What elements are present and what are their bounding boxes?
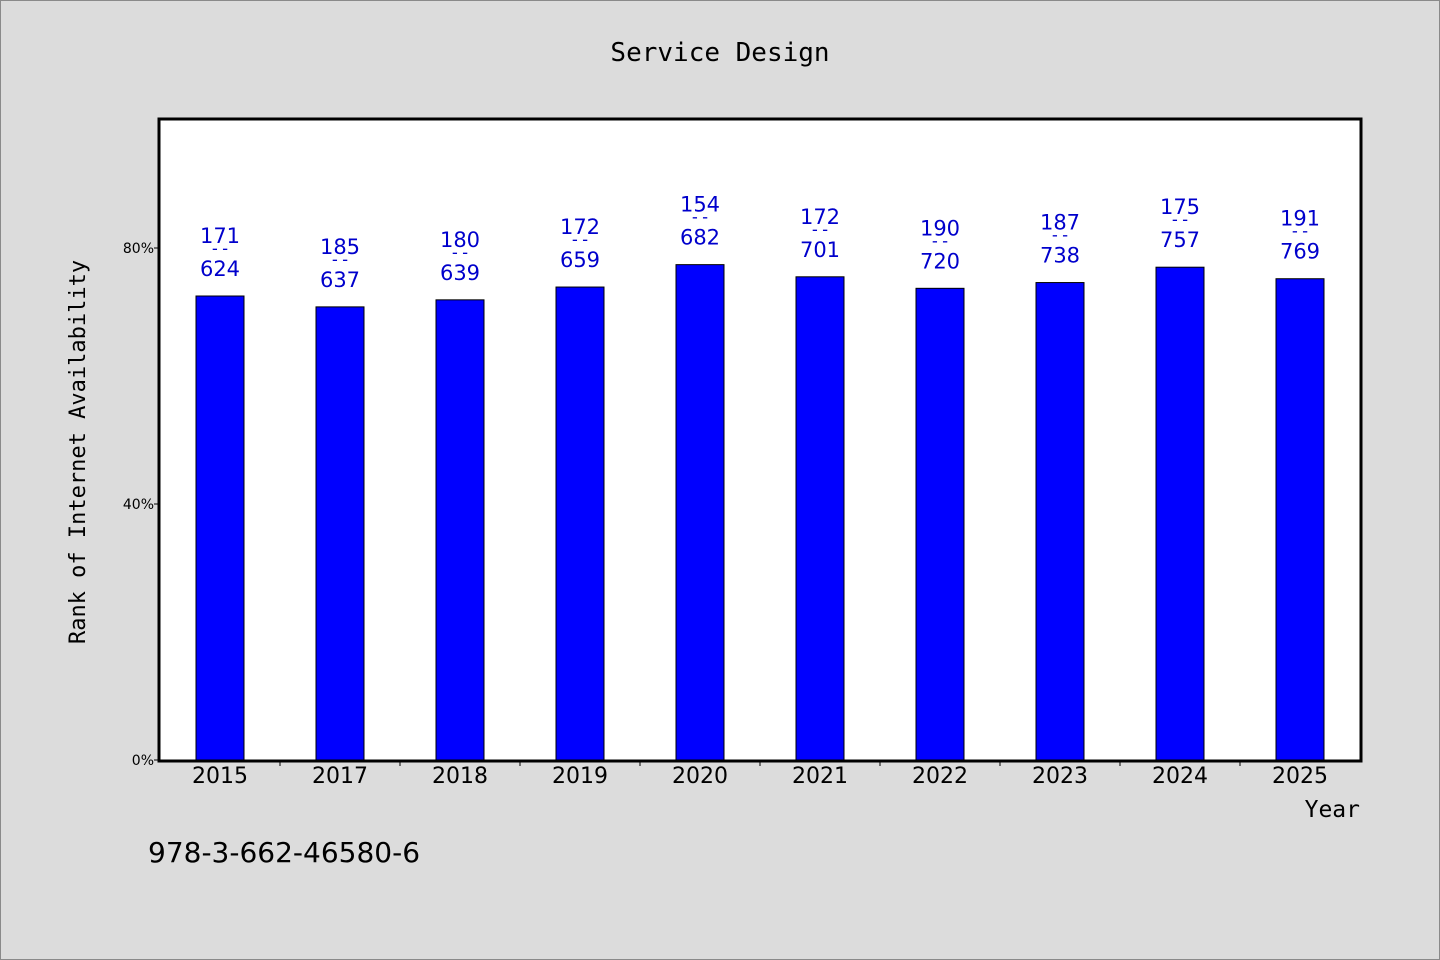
bar-label-separator: -- <box>330 250 350 270</box>
y-axis-ticks: 0% 40% 80% <box>123 241 160 769</box>
x-tick-label: 2023 <box>1032 764 1088 789</box>
bar-label-top: 171 <box>200 224 240 248</box>
bar-label-bottom: 639 <box>440 261 480 285</box>
bar <box>315 306 365 761</box>
bar <box>1275 278 1325 761</box>
bar-label-separator: -- <box>570 230 590 250</box>
x-tick-label: 2025 <box>1272 764 1328 789</box>
bar-label-separator: -- <box>810 220 830 240</box>
bar-label-top: 172 <box>800 205 840 229</box>
bar <box>915 287 965 761</box>
bar-label-separator: -- <box>1290 222 1310 242</box>
bar-label-separator: -- <box>930 231 950 251</box>
bar-label-bottom: 659 <box>560 248 600 272</box>
y-tick-label: 80% <box>123 241 154 257</box>
bar <box>795 276 845 761</box>
bar-label-bottom: 682 <box>680 226 720 250</box>
bar-label-top: 172 <box>560 215 600 239</box>
x-tick-label: 2020 <box>672 764 728 789</box>
chart-title: Service Design <box>610 38 829 68</box>
x-axis-ticks: 2015 2017 2018 2019 2020 2021 2022 2023 2024 2025 <box>192 760 1328 789</box>
bar-label-bottom: 757 <box>1160 228 1200 252</box>
bar-label-separator: -- <box>210 239 230 259</box>
bar <box>1155 266 1205 761</box>
bar-label-separator: -- <box>450 243 470 263</box>
bar-label-bottom: 738 <box>1040 244 1080 268</box>
x-tick-label: 2024 <box>1152 764 1208 789</box>
bar-label-top: 187 <box>1040 211 1080 235</box>
y-tick-label: 0% <box>132 753 154 769</box>
bar <box>555 286 605 761</box>
bar-label-bottom: 637 <box>320 268 360 292</box>
y-axis-label: Rank of Internet Availability <box>66 260 91 644</box>
bar-label-top: 175 <box>1160 195 1200 219</box>
bar <box>195 295 245 761</box>
bar-label-bottom: 701 <box>800 238 840 262</box>
bars-group <box>195 264 1325 761</box>
bar-label-top: 180 <box>440 228 480 252</box>
bar <box>435 299 485 761</box>
bar-label-top: 191 <box>1280 207 1320 231</box>
bar <box>1035 282 1085 761</box>
bar-label-separator: -- <box>1170 210 1190 230</box>
x-tick-label: 2021 <box>792 764 848 789</box>
footer-isbn: 978-3-662-46580-6 <box>148 836 420 869</box>
bar-labels-group: 171--624185--637180--639172--659154--682… <box>200 193 1320 292</box>
bar-label-bottom: 769 <box>1280 240 1320 264</box>
x-tick-label: 2018 <box>432 764 488 789</box>
bar-label-separator: -- <box>690 208 710 228</box>
bar-label-separator: -- <box>1050 226 1070 246</box>
bar-label-top: 190 <box>920 216 960 240</box>
x-tick-label: 2017 <box>312 764 368 789</box>
bar-label-bottom: 624 <box>200 257 240 281</box>
bar <box>675 264 725 761</box>
x-tick-label: 2022 <box>912 764 968 789</box>
bar-label-top: 185 <box>320 235 360 259</box>
bar-label-bottom: 720 <box>920 249 960 273</box>
x-tick-label: 2015 <box>192 764 248 789</box>
y-tick-label: 40% <box>123 497 154 513</box>
x-axis-label: Year <box>1305 797 1360 823</box>
x-tick-label: 2019 <box>552 764 608 789</box>
bar-label-top: 154 <box>680 193 720 217</box>
